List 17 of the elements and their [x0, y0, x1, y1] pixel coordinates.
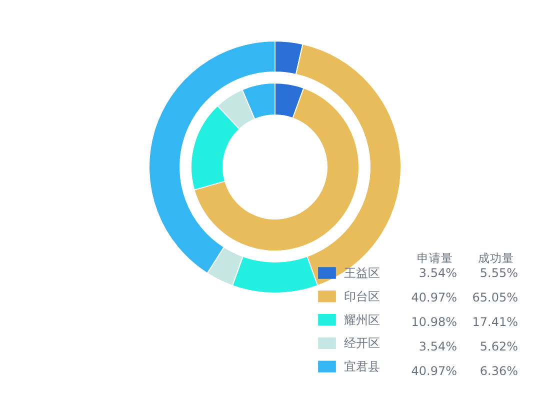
data-label: 65.05%	[472, 290, 518, 304]
legend-label: 耀州区	[344, 312, 380, 327]
text: 成功量	[478, 251, 514, 265]
text: 申请量	[417, 251, 453, 265]
legend-label: 王益区	[344, 266, 380, 280]
data-label: 40.97%	[411, 290, 457, 304]
data-label: 3.54%	[418, 340, 457, 354]
legend-label: 宜君县	[344, 360, 380, 374]
data-label: 10.98%	[411, 315, 457, 329]
data-label: 6.36%	[480, 364, 518, 378]
data-label: 5.55%	[480, 266, 518, 280]
legend-label: 印台区	[344, 289, 380, 304]
data-label: 5.62%	[480, 340, 518, 354]
data-label: 40.97%	[411, 364, 457, 378]
data-label: 3.54%	[418, 266, 457, 280]
legend-label: 经开区	[344, 336, 380, 350]
data-label: 17.41%	[472, 315, 518, 329]
